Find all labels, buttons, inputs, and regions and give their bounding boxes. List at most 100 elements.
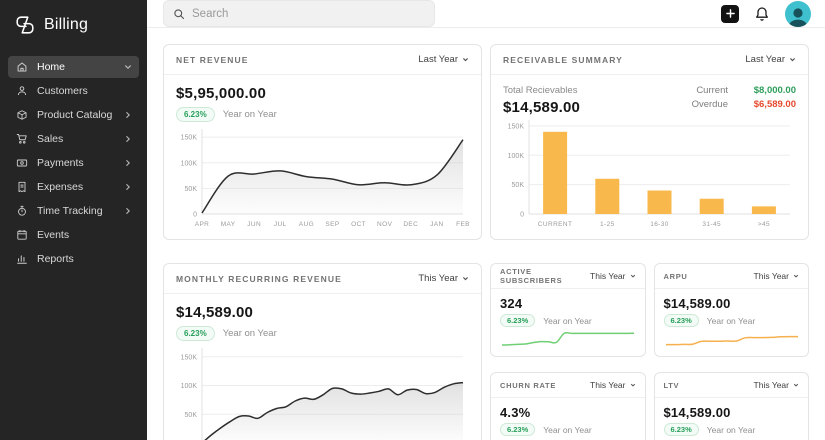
period-selector[interactable]: This Year <box>754 380 799 390</box>
card-body: 4.3% 6.23% Year on Year <box>491 398 645 440</box>
caret-down-icon <box>793 274 799 278</box>
active-subscribers-value: 324 <box>500 296 523 311</box>
sidebar-item-customers[interactable]: Customers <box>8 80 139 102</box>
search-icon <box>173 8 185 20</box>
total-receivables: Total Recievables $14,589.00 <box>503 85 580 116</box>
svg-text:50K: 50K <box>512 182 525 189</box>
receivable-summary-card: RECEIVABLE SUMMARY Last Year Total Recie… <box>490 44 809 240</box>
yoy-caption: Year on Year <box>222 109 277 120</box>
svg-text:150K: 150K <box>181 135 198 142</box>
yoy-badge: 6.23% <box>500 423 536 436</box>
active-subscribers-sparkline <box>500 327 636 350</box>
card-title: NET REVENUE <box>176 54 249 65</box>
ltv-value: $14,589.00 <box>663 405 731 420</box>
sidebar-item-home[interactable]: Home <box>8 56 139 78</box>
current-value: $8,000.00 <box>753 85 796 96</box>
sidebar-item-product-catalog[interactable]: Product Catalog <box>8 104 139 126</box>
card-header: ACTIVE SUBSCRIBERS This Year <box>491 264 645 289</box>
card-title: ARPU <box>663 271 688 281</box>
app-brand[interactable]: Billing <box>0 0 147 52</box>
svg-text:50K: 50K <box>185 412 198 419</box>
mrr-value: $14,589.00 <box>176 304 254 321</box>
receivables-info: Total Recievables $14,589.00 Current $8,… <box>503 85 796 116</box>
kpi-row-1: ACTIVE SUBSCRIBERS This Year 324 6.23% Y… <box>490 263 809 357</box>
search-input[interactable] <box>192 7 425 20</box>
total-receivables-value: $14,589.00 <box>503 99 581 116</box>
svg-text:0: 0 <box>520 212 524 219</box>
caret-down-icon <box>793 383 799 387</box>
svg-text:CURRENT: CURRENT <box>538 221 573 228</box>
svg-text:SEP: SEP <box>325 221 339 228</box>
sidebar-item-time-tracking[interactable]: Time Tracking <box>8 200 139 222</box>
period-selector[interactable]: Last Year <box>418 54 469 65</box>
caret-down-icon <box>463 58 468 62</box>
period-selector[interactable]: This Year <box>754 271 799 281</box>
card-body: $5,95,000.00 6.23% Year on Year 0 50K 100K… <box>164 75 481 239</box>
svg-text:0: 0 <box>193 212 197 219</box>
sidebar-item-label: Expenses <box>37 181 84 193</box>
sidebar-item-reports[interactable]: Reports <box>8 248 139 270</box>
period-selector[interactable]: This Year <box>590 380 635 390</box>
reports-chart-icon <box>15 253 28 265</box>
yoy-badge: 6.23% <box>176 326 215 341</box>
arpu-card: ARPU This Year $14,589.00 6.23% Year on … <box>653 263 809 357</box>
receivables-aging-chart: 0 50K 100K 150K CURRENT 1-25 16-30 31-45 >45 <box>503 116 796 229</box>
churn-rate-card: CHURN RATE This Year 4.3% 6.23% Year on … <box>490 372 646 440</box>
overdue-value: $6,589.00 <box>753 99 796 110</box>
aging-summary: Current $8,000.00 Overdue $6,589.00 <box>692 85 796 110</box>
svg-text:100K: 100K <box>181 383 198 390</box>
caret-down-icon <box>790 58 795 62</box>
yoy-caption: Year on Year <box>543 315 592 326</box>
card-title: LTV <box>663 380 680 390</box>
card-header: ARPU This Year <box>654 264 808 289</box>
sidebar-item-payments[interactable]: Payments <box>8 152 139 174</box>
net-revenue-chart: 0 50K 100K 150K APR MAY JUN JUL AUG SEP OCT NOV DEC J… <box>176 125 469 229</box>
chevron-right-icon <box>124 135 132 143</box>
period-selector[interactable]: This Year <box>418 273 469 284</box>
sidebar-item-label: Customers <box>37 85 88 97</box>
period-selector[interactable]: This Year <box>590 271 635 281</box>
total-receivables-label: Total Recievables <box>503 85 578 96</box>
notifications-bell-icon[interactable] <box>754 6 770 22</box>
mrr-card: MONTHLY RECURRING REVENUE This Year $14,… <box>163 263 482 440</box>
period-selector[interactable]: Last Year <box>745 54 796 65</box>
sidebar-item-expenses[interactable]: Expenses <box>8 176 139 198</box>
active-subscribers-card: ACTIVE SUBSCRIBERS This Year 324 6.23% Y… <box>490 263 646 357</box>
period-label: This Year <box>590 380 626 390</box>
svg-text:NOV: NOV <box>377 221 393 228</box>
yoy-caption: Year on Year <box>222 328 277 339</box>
svg-text:>45: >45 <box>758 221 770 228</box>
card-title: RECEIVABLE SUMMARY <box>503 54 623 65</box>
svg-text:FEB: FEB <box>456 221 469 228</box>
svg-text:100K: 100K <box>508 153 525 160</box>
card-header: CHURN RATE This Year <box>491 373 645 398</box>
chevron-right-icon <box>124 183 132 191</box>
search-box[interactable] <box>163 0 435 27</box>
badge-row: 6.23% Year on Year <box>663 423 800 436</box>
sidebar: Billing Home Customers Product Catalog <box>0 0 147 440</box>
sidebar-item-events[interactable]: Events <box>8 224 139 246</box>
dashboard-content: NET REVENUE Last Year $5,95,000.00 6.23%… <box>147 28 825 440</box>
card-header: MONTHLY RECURRING REVENUE This Year <box>164 264 481 294</box>
badge-row: 6.23% Year on Year <box>176 326 469 341</box>
sidebar-item-sales[interactable]: Sales <box>8 128 139 150</box>
yoy-badge: 6.23% <box>500 314 536 327</box>
billing-logo-icon <box>14 14 36 36</box>
svg-text:JUL: JUL <box>274 221 287 228</box>
svg-text:1-25: 1-25 <box>600 221 615 228</box>
period-label: This Year <box>753 380 789 390</box>
sales-cart-icon <box>15 133 28 145</box>
main-area: NET REVENUE Last Year $5,95,000.00 6.23%… <box>147 0 825 440</box>
yoy-caption: Year on Year <box>706 315 756 326</box>
svg-text:16-30: 16-30 <box>650 221 669 228</box>
chevron-right-icon <box>124 159 132 167</box>
arpu-sparkline <box>664 327 800 350</box>
card-header: LTV This Year <box>654 373 808 398</box>
sidebar-item-label: Reports <box>37 253 74 265</box>
sidebar-item-label: Product Catalog <box>37 109 113 121</box>
time-tracking-icon <box>15 205 28 217</box>
quick-create-button[interactable] <box>721 4 739 23</box>
svg-text:JAN: JAN <box>430 221 443 228</box>
user-avatar[interactable] <box>785 0 811 27</box>
